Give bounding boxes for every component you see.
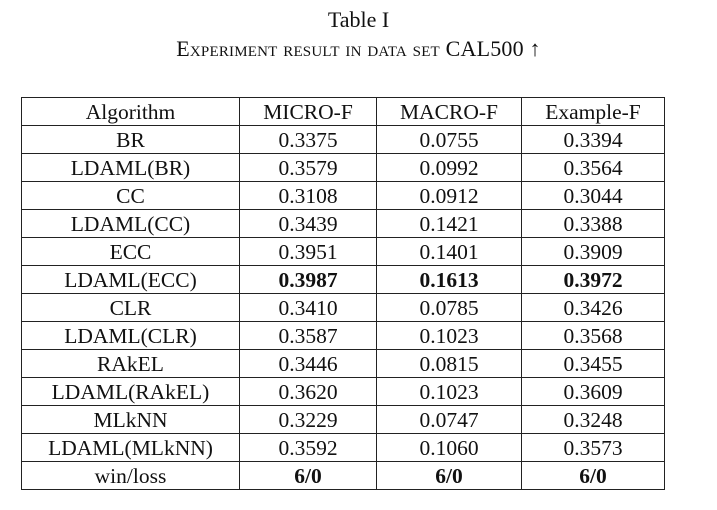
cell-algorithm: ECC <box>21 237 240 266</box>
cell-micro-f: 0.3108 <box>239 181 377 210</box>
summary-micro-f: 6/0 <box>239 461 377 490</box>
cell-example-f: 0.3388 <box>521 209 665 238</box>
table-row-best: LDAML(ECC) 0.3987 0.1613 0.3972 <box>21 265 665 294</box>
cell-micro-f: 0.3410 <box>239 293 377 322</box>
cell-micro-f: 0.3439 <box>239 209 377 238</box>
cell-macro-f: 0.0815 <box>376 349 522 378</box>
table-row: CC 0.3108 0.0912 0.3044 <box>21 181 665 210</box>
table-row: LDAML(BR) 0.3579 0.0992 0.3564 <box>21 153 665 182</box>
table-row: RAkEL 0.3446 0.0815 0.3455 <box>21 349 665 378</box>
header-macro-f: MACRO-F <box>376 97 522 126</box>
table-row: LDAML(CLR) 0.3587 0.1023 0.3568 <box>21 321 665 350</box>
cell-algorithm: LDAML(RAkEL) <box>21 377 240 406</box>
cell-algorithm: BR <box>21 125 240 154</box>
cell-macro-f: 0.0747 <box>376 405 522 434</box>
summary-macro-f: 6/0 <box>376 461 522 490</box>
cell-macro-f: 0.0912 <box>376 181 522 210</box>
header-algorithm: Algorithm <box>21 97 240 126</box>
cell-micro-f: 0.3579 <box>239 153 377 182</box>
cell-micro-f: 0.3951 <box>239 237 377 266</box>
cell-macro-f: 0.1421 <box>376 209 522 238</box>
cell-example-f: 0.3248 <box>521 405 665 434</box>
cell-macro-f: 0.1023 <box>376 321 522 350</box>
cell-algorithm: LDAML(CLR) <box>21 321 240 350</box>
table-row: MLkNN 0.3229 0.0747 0.3248 <box>21 405 665 434</box>
cell-macro-f: 0.0992 <box>376 153 522 182</box>
cell-example-f-best: 0.3972 <box>521 265 665 294</box>
cell-example-f: 0.3044 <box>521 181 665 210</box>
cell-algorithm: LDAML(MLkNN) <box>21 433 240 462</box>
cell-macro-f: 0.0785 <box>376 293 522 322</box>
cell-micro-f: 0.3592 <box>239 433 377 462</box>
table-row: BR 0.3375 0.0755 0.3394 <box>21 125 665 154</box>
cell-micro-f-best: 0.3987 <box>239 265 377 294</box>
cell-example-f: 0.3573 <box>521 433 665 462</box>
cell-example-f: 0.3394 <box>521 125 665 154</box>
cell-micro-f: 0.3375 <box>239 125 377 154</box>
cell-micro-f: 0.3620 <box>239 377 377 406</box>
cell-algorithm: LDAML(BR) <box>21 153 240 182</box>
cell-macro-f: 0.1401 <box>376 237 522 266</box>
cell-micro-f: 0.3587 <box>239 321 377 350</box>
cell-macro-f: 0.1060 <box>376 433 522 462</box>
cell-example-f: 0.3455 <box>521 349 665 378</box>
table-caption-title: Experiment result in data set CAL500 ↑ <box>176 36 541 61</box>
table-row: LDAML(MLkNN) 0.3592 0.1060 0.3573 <box>21 433 665 462</box>
results-table: Algorithm MICRO-F MACRO-F Example-F BR 0… <box>21 97 665 490</box>
table-row: ECC 0.3951 0.1401 0.3909 <box>21 237 665 266</box>
summary-label: win/loss <box>21 461 240 490</box>
cell-algorithm: RAkEL <box>21 349 240 378</box>
cell-micro-f: 0.3446 <box>239 349 377 378</box>
table-row: LDAML(CC) 0.3439 0.1421 0.3388 <box>21 209 665 238</box>
cell-micro-f: 0.3229 <box>239 405 377 434</box>
cell-example-f: 0.3609 <box>521 377 665 406</box>
cell-example-f: 0.3564 <box>521 153 665 182</box>
cell-example-f: 0.3568 <box>521 321 665 350</box>
cell-example-f: 0.3426 <box>521 293 665 322</box>
header-micro-f: MICRO-F <box>239 97 377 126</box>
cell-algorithm: LDAML(ECC) <box>21 265 240 294</box>
table-summary-row: win/loss 6/0 6/0 6/0 <box>21 461 665 490</box>
cell-algorithm: CC <box>21 181 240 210</box>
cell-algorithm: MLkNN <box>21 405 240 434</box>
cell-algorithm: CLR <box>21 293 240 322</box>
table-row: LDAML(RAkEL) 0.3620 0.1023 0.3609 <box>21 377 665 406</box>
table-caption-label: Table I <box>327 7 390 32</box>
cell-algorithm: LDAML(CC) <box>21 209 240 238</box>
table-row: CLR 0.3410 0.0785 0.3426 <box>21 293 665 322</box>
summary-example-f: 6/0 <box>521 461 665 490</box>
table-header-row: Algorithm MICRO-F MACRO-F Example-F <box>21 97 665 126</box>
header-example-f: Example-F <box>521 97 665 126</box>
cell-macro-f: 0.0755 <box>376 125 522 154</box>
cell-macro-f-best: 0.1613 <box>376 265 522 294</box>
cell-macro-f: 0.1023 <box>376 377 522 406</box>
cell-example-f: 0.3909 <box>521 237 665 266</box>
